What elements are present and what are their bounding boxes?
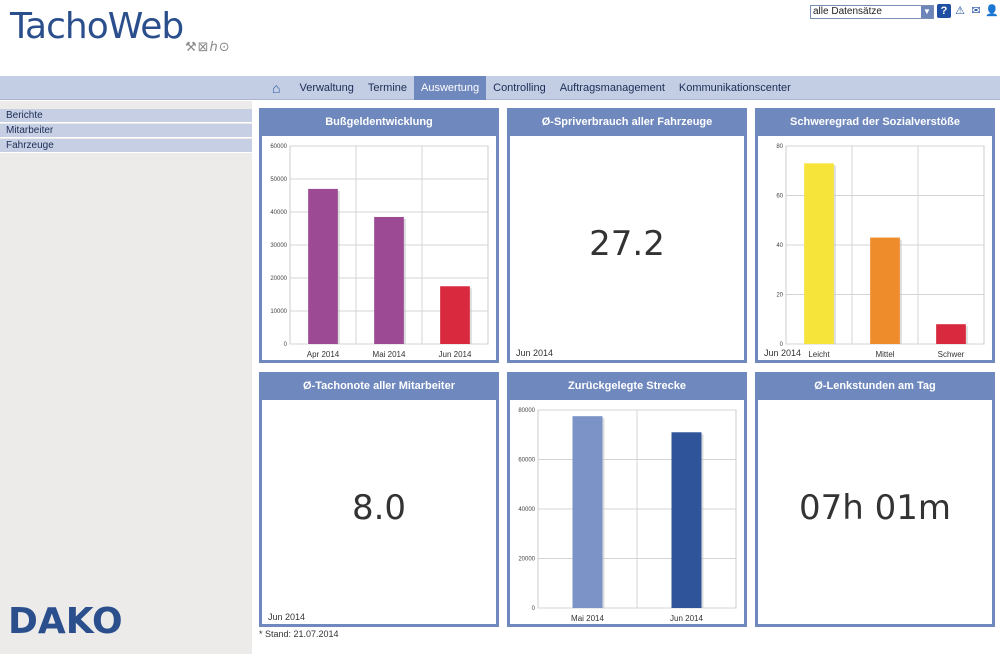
y-tick-label: 20: [776, 293, 783, 299]
bar: [440, 286, 470, 344]
dako-logo: DAKO: [8, 601, 123, 642]
nav-item-verwaltung[interactable]: Verwaltung: [299, 82, 354, 94]
y-tick-label: 40: [776, 243, 783, 249]
home-icon[interactable]: ⌂: [272, 80, 281, 96]
help-icon[interactable]: ?: [937, 4, 951, 18]
x-tick-label: Mai 2014: [373, 350, 406, 359]
bar: [572, 416, 603, 608]
x-tick-label: Mai 2014: [571, 614, 604, 623]
x-tick-label: Apr 2014: [307, 350, 340, 359]
bar: [804, 163, 834, 344]
header: TachoWeb ⚒⊠ℎ⊙ alle Datensätze ▼ ? ⚠ ✉ 👤: [0, 0, 1000, 76]
panel-bussgeldentwicklung: Bußgeldentwicklung 0 10000 20000 30000 40000…: [259, 108, 499, 363]
x-tick-label: Leicht: [808, 350, 830, 359]
nav-item-auftragsmanagement[interactable]: Auftragsmanagement: [559, 82, 665, 94]
user-icon[interactable]: 👤: [985, 5, 999, 17]
y-tick-label: 20000: [518, 557, 535, 563]
nav-item-controlling[interactable]: Controlling: [493, 82, 546, 94]
panel-title: Bußgeldentwicklung: [262, 111, 496, 136]
y-tick-label: 40000: [518, 507, 535, 513]
nav-item-termine[interactable]: Termine: [367, 82, 408, 94]
panel-body: 0 20000 40000 60000 80000 Mai 2014 Jun 2014: [510, 400, 744, 624]
main-nav: ⌂ Verwaltung Termine Auswertung Controll…: [0, 76, 1000, 100]
dataset-select[interactable]: alle Datensätze ▼: [810, 5, 934, 19]
kpi-value: 27.2: [589, 224, 665, 264]
sidebar-item-mitarbeiter[interactable]: Mitarbeiter: [0, 124, 252, 138]
x-tick-label: Jun 2014: [670, 614, 703, 623]
schweregrad-chart: 0 20 40 60 80 Leicht Mittel Schwer: [776, 144, 985, 359]
kpi-value: 07h 01m: [798, 488, 951, 528]
panel-schweregrad: Schweregrad der Sozialverstöße 0 20 40 60 80…: [755, 108, 995, 363]
y-tick-label: 60000: [518, 458, 535, 464]
sidebar-item-fahrzeuge[interactable]: Fahrzeuge: [0, 139, 252, 153]
bar: [936, 324, 966, 344]
sidebar-item-berichte[interactable]: Berichte: [0, 109, 252, 123]
top-icon-bar: ? ⚠ ✉ 👤: [937, 4, 999, 18]
logo-tagline-icons: ⚒⊠ℎ⊙: [185, 40, 231, 55]
panel-lenkstunden: Ø-Lenkstunden am Tag 07h 01m: [755, 372, 995, 627]
y-tick-label: 0: [532, 606, 536, 612]
y-tick-label: 0: [780, 342, 784, 348]
warning-icon[interactable]: ⚠: [955, 5, 965, 17]
y-tick-label: 20000: [270, 276, 287, 282]
y-tick-label: 0: [284, 342, 288, 348]
panel-title: Ø-Lenkstunden am Tag: [758, 375, 992, 400]
panel-title: Ø-Tachonote aller Mitarbeiter: [262, 375, 496, 400]
y-tick-label: 60000: [270, 144, 287, 150]
x-tick-label: Schwer: [938, 350, 965, 359]
tachoweb-logo[interactable]: TachoWeb: [10, 6, 184, 47]
y-tick-label: 40000: [270, 210, 287, 216]
y-tick-label: 10000: [270, 309, 287, 315]
sidebar: Berichte Mitarbeiter Fahrzeuge DAKO: [0, 101, 252, 654]
y-tick-label: 30000: [270, 243, 287, 249]
chevron-down-icon[interactable]: ▼: [921, 6, 933, 18]
period-label: Jun 2014: [516, 348, 554, 358]
kpi-value: 8.0: [351, 488, 407, 528]
bussgeld-chart: 0 10000 20000 30000 40000 50000 60000 Apr 2014 M…: [270, 144, 489, 359]
panel-body: 0 10000 20000 30000 40000 50000 60000 Apr 2014 M…: [262, 136, 496, 360]
panel-body: 0 20 40 60 80 Leicht Mittel Schwer Jun 2014: [758, 136, 992, 360]
panel-body: 07h 01m: [758, 400, 992, 624]
panel-body: 8.0 Jun 2014: [262, 400, 496, 624]
panel-strecke: Zurückgelegte Strecke 0 20000 40000 60000 80…: [507, 372, 747, 627]
nav-item-auswertung[interactable]: Auswertung: [414, 76, 487, 100]
dataset-select-value: alle Datensätze: [813, 6, 882, 17]
x-tick-label: Jun 2014: [439, 350, 472, 359]
footnote: * Stand: 21.07.2014: [259, 629, 339, 639]
y-tick-label: 60: [776, 194, 783, 200]
period-label: Jun 2014: [268, 612, 306, 622]
logo-text: TachoWeb: [10, 6, 184, 47]
panel-title: Ø-Spriverbrauch aller Fahrzeuge: [510, 111, 744, 136]
bar: [308, 188, 338, 344]
bar: [671, 432, 702, 608]
panel-body: 27.2 Jun 2014: [510, 136, 744, 360]
panel-title: Zurückgelegte Strecke: [510, 375, 744, 400]
panel-tachonote: Ø-Tachonote aller Mitarbeiter 8.0 Jun 20…: [259, 372, 499, 627]
bar: [374, 216, 404, 344]
period-label: Jun 2014: [764, 348, 802, 358]
panel-spritverbrauch: Ø-Spriverbrauch aller Fahrzeuge 27.2 Jun…: [507, 108, 747, 363]
bar: [870, 237, 900, 344]
y-tick-label: 80000: [518, 408, 535, 414]
y-tick-label: 50000: [270, 177, 287, 183]
nav-item-kommunikationscenter[interactable]: Kommunikationscenter: [678, 82, 791, 94]
panel-title: Schweregrad der Sozialverstöße: [758, 111, 992, 136]
mail-icon[interactable]: ✉: [971, 5, 981, 17]
strecke-chart: 0 20000 40000 60000 80000 Mai 2014 Jun 2014: [518, 408, 737, 623]
x-tick-label: Mittel: [875, 350, 894, 359]
y-tick-label: 80: [776, 144, 783, 150]
